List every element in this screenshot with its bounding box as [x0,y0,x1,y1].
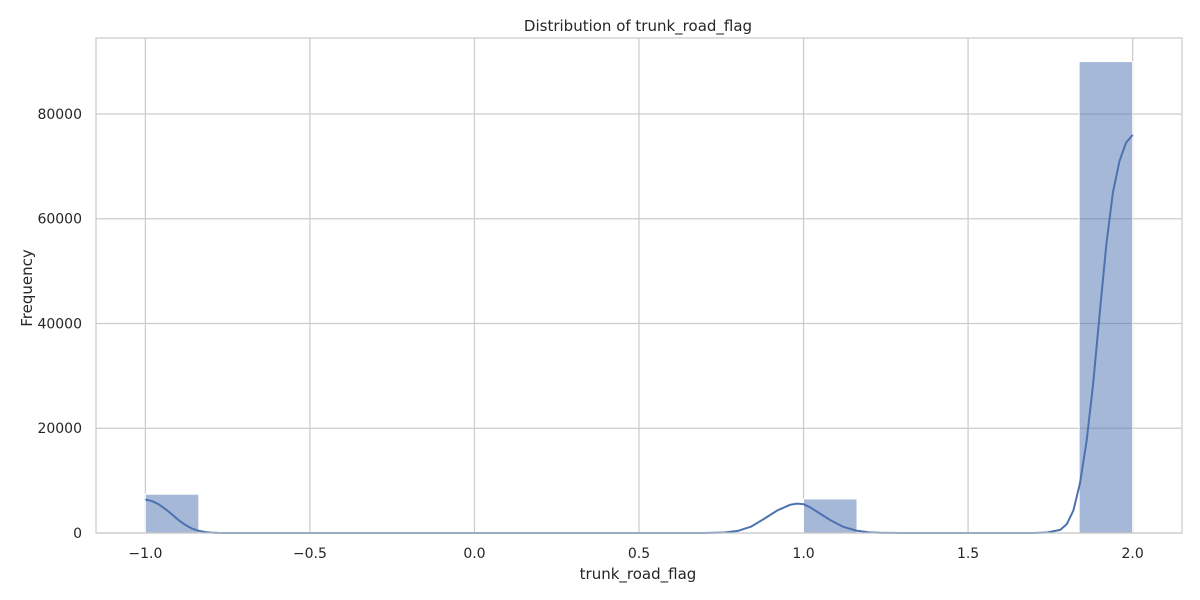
y-tick-label: 20000 [37,421,82,437]
y-axis-ticks: 0 20000 40000 60000 80000 [37,107,82,542]
y-tick-label: 60000 [37,212,82,228]
y-tick-label: 80000 [37,107,82,123]
x-tick-label: 1.5 [957,546,979,562]
kde-curve-group [145,134,1134,534]
x-tick-label: −0.5 [293,546,327,562]
x-tick-label: 0.5 [628,546,650,562]
plot-frame [95,37,1183,534]
y-tick-label: 40000 [37,316,82,332]
x-axis-title: trunk_road_flag [580,565,697,584]
grid-lines [96,38,1182,534]
x-axis-ticks: −1.0 −0.5 0.0 0.5 1.0 1.5 2.0 [128,546,1143,562]
histogram-bar [1078,61,1134,534]
y-axis-title: Frequency [18,249,36,327]
kde-curve [145,134,1134,534]
x-tick-label: 0.0 [463,546,485,562]
x-tick-label: 2.0 [1122,546,1144,562]
y-tick-label: 0 [73,526,82,542]
chart-title: Distribution of trunk_road_flag [524,17,752,36]
x-tick-label: 1.0 [792,546,814,562]
x-tick-label: −1.0 [128,546,162,562]
